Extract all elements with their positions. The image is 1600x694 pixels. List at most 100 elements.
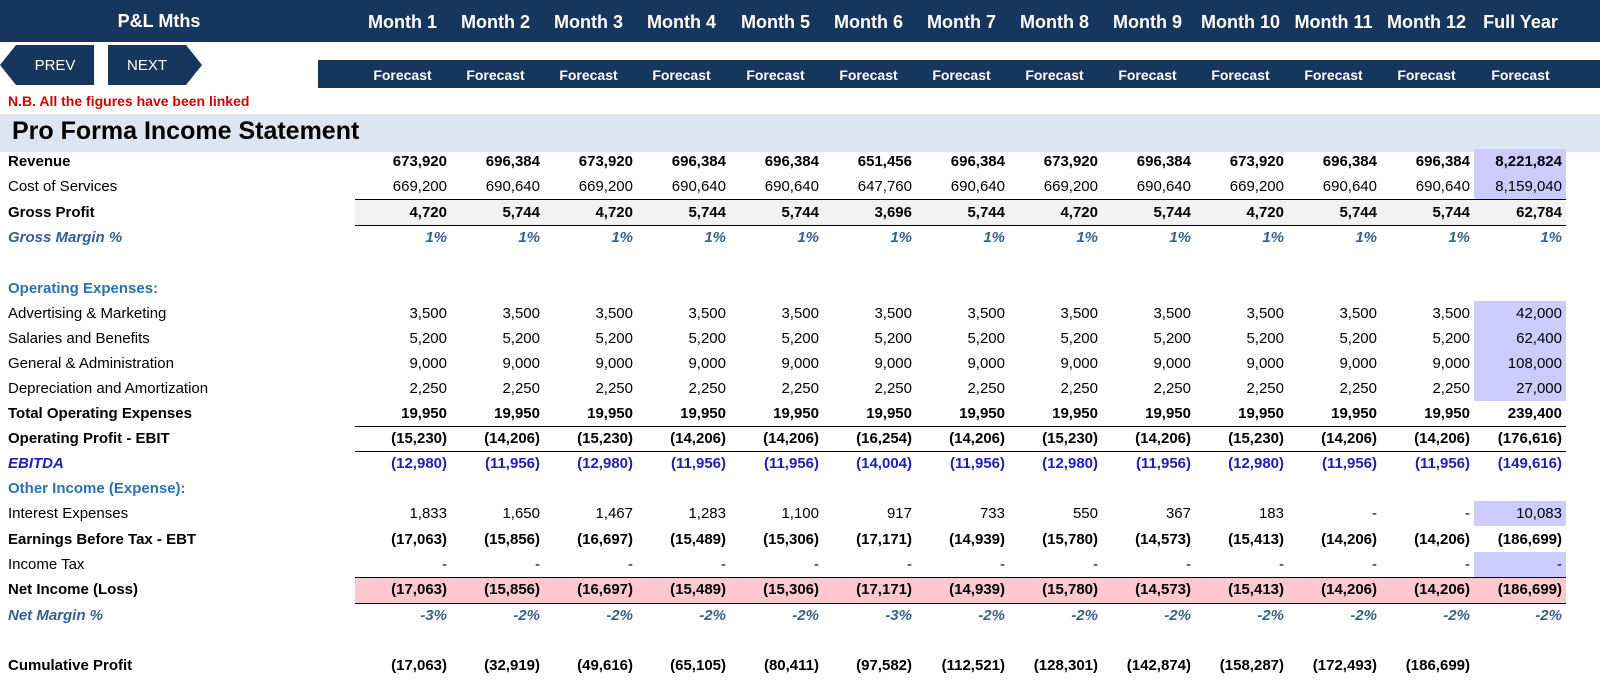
- month-cell[interactable]: (11,956): [1414, 455, 1470, 472]
- month-cell[interactable]: 2,250: [874, 380, 912, 397]
- full-year-cell[interactable]: -: [1557, 556, 1562, 573]
- month-cell[interactable]: (80,411): [763, 657, 819, 674]
- month-cell[interactable]: (14,206): [1414, 531, 1470, 548]
- month-cell[interactable]: (14,206): [949, 430, 1005, 447]
- month-cell[interactable]: (14,206): [484, 430, 540, 447]
- month-cell[interactable]: (15,413): [1228, 581, 1284, 598]
- month-cell[interactable]: 696,384: [1136, 153, 1191, 170]
- month-cell[interactable]: 3,500: [1432, 305, 1470, 322]
- month-cell[interactable]: 2,250: [595, 380, 633, 397]
- month-cell[interactable]: 733: [979, 505, 1005, 522]
- month-cell[interactable]: 4,720: [595, 204, 633, 221]
- month-cell[interactable]: 690,640: [671, 178, 726, 195]
- month-cell[interactable]: 1%: [983, 229, 1005, 246]
- month-cell[interactable]: (11,956): [763, 455, 819, 472]
- month-cell[interactable]: -2%: [1443, 607, 1470, 624]
- month-cell[interactable]: 4,720: [409, 204, 447, 221]
- month-cell[interactable]: (14,939): [949, 531, 1005, 548]
- month-cell[interactable]: -2%: [1257, 607, 1284, 624]
- month-cell[interactable]: 5,200: [967, 330, 1005, 347]
- month-cell[interactable]: 9,000: [1432, 355, 1470, 372]
- month-cell[interactable]: 690,640: [1415, 178, 1470, 195]
- month-cell[interactable]: -: [1000, 556, 1005, 573]
- month-cell[interactable]: 2,250: [1432, 380, 1470, 397]
- month-cell[interactable]: -: [1465, 505, 1470, 522]
- full-year-cell[interactable]: (149,616): [1497, 455, 1562, 472]
- month-cell[interactable]: 3,500: [688, 305, 726, 322]
- month-cell[interactable]: 3,500: [1339, 305, 1377, 322]
- month-cell[interactable]: 9,000: [874, 355, 912, 372]
- month-cell[interactable]: (15,306): [763, 531, 819, 548]
- month-cell[interactable]: 19,950: [959, 405, 1005, 422]
- month-cell[interactable]: (15,780): [1042, 581, 1098, 598]
- month-cell[interactable]: -: [1465, 556, 1470, 573]
- month-cell[interactable]: 9,000: [1060, 355, 1098, 372]
- month-cell[interactable]: (49,616): [577, 657, 633, 674]
- month-cell[interactable]: -2%: [513, 607, 540, 624]
- month-cell[interactable]: 651,456: [857, 153, 912, 170]
- month-cell[interactable]: -2%: [606, 607, 633, 624]
- month-cell[interactable]: 5,744: [781, 204, 819, 221]
- month-cell[interactable]: 5,200: [874, 330, 912, 347]
- month-cell[interactable]: (15,489): [670, 581, 726, 598]
- month-cell[interactable]: 690,640: [950, 178, 1005, 195]
- month-cell[interactable]: 550: [1072, 505, 1098, 522]
- month-cell[interactable]: (16,697): [577, 531, 633, 548]
- month-cell[interactable]: (14,939): [949, 581, 1005, 598]
- month-cell[interactable]: 1%: [797, 229, 819, 246]
- month-cell[interactable]: 5,200: [1246, 330, 1284, 347]
- month-cell[interactable]: 1,467: [595, 505, 633, 522]
- month-cell[interactable]: 9,000: [409, 355, 447, 372]
- month-cell[interactable]: (12,980): [577, 455, 633, 472]
- month-cell[interactable]: 669,200: [1043, 178, 1098, 195]
- month-cell[interactable]: 696,384: [950, 153, 1005, 170]
- month-cell[interactable]: 690,640: [1322, 178, 1377, 195]
- month-cell[interactable]: (14,206): [1321, 581, 1377, 598]
- month-cell[interactable]: 5,200: [1153, 330, 1191, 347]
- month-cell[interactable]: 5,744: [1339, 204, 1377, 221]
- month-cell[interactable]: 19,950: [1424, 405, 1470, 422]
- month-cell[interactable]: 3,500: [1246, 305, 1284, 322]
- month-cell[interactable]: (11,956): [484, 455, 540, 472]
- month-cell[interactable]: 2,250: [781, 380, 819, 397]
- month-cell[interactable]: 5,200: [688, 330, 726, 347]
- month-cell[interactable]: 9,000: [781, 355, 819, 372]
- full-year-cell[interactable]: (186,699): [1497, 581, 1562, 598]
- month-cell[interactable]: 917: [886, 505, 912, 522]
- month-cell[interactable]: 3,500: [595, 305, 633, 322]
- month-cell[interactable]: 3,500: [1153, 305, 1191, 322]
- month-cell[interactable]: (14,206): [1321, 430, 1377, 447]
- month-cell[interactable]: (158,287): [1219, 657, 1284, 674]
- month-cell[interactable]: -: [1372, 505, 1377, 522]
- month-cell[interactable]: 669,200: [578, 178, 633, 195]
- month-cell[interactable]: 3,500: [1060, 305, 1098, 322]
- month-cell[interactable]: 2,250: [688, 380, 726, 397]
- month-cell[interactable]: (12,980): [1042, 455, 1098, 472]
- month-cell[interactable]: 2,250: [409, 380, 447, 397]
- month-cell[interactable]: (15,230): [1228, 430, 1284, 447]
- month-cell[interactable]: 3,500: [967, 305, 1005, 322]
- month-cell[interactable]: 5,744: [688, 204, 726, 221]
- month-cell[interactable]: (14,206): [763, 430, 819, 447]
- month-cell[interactable]: 696,384: [764, 153, 819, 170]
- month-cell[interactable]: (32,919): [484, 657, 540, 674]
- month-cell[interactable]: 1%: [704, 229, 726, 246]
- month-cell[interactable]: 5,744: [967, 204, 1005, 221]
- month-cell[interactable]: 5,200: [409, 330, 447, 347]
- month-cell[interactable]: (11,956): [949, 455, 1005, 472]
- full-year-cell[interactable]: [1472, 653, 1562, 678]
- month-cell[interactable]: (15,306): [763, 581, 819, 598]
- month-cell[interactable]: 19,950: [1052, 405, 1098, 422]
- month-cell[interactable]: 19,950: [587, 405, 633, 422]
- month-cell[interactable]: -3%: [420, 607, 447, 624]
- month-cell[interactable]: 673,920: [1229, 153, 1284, 170]
- month-cell[interactable]: 1,650: [502, 505, 540, 522]
- month-cell[interactable]: 696,384: [671, 153, 726, 170]
- full-year-cell[interactable]: 1%: [1540, 229, 1562, 246]
- month-cell[interactable]: 183: [1258, 505, 1284, 522]
- month-cell[interactable]: 5,200: [1060, 330, 1098, 347]
- month-cell[interactable]: (186,699): [1405, 657, 1470, 674]
- month-cell[interactable]: -2%: [1164, 607, 1191, 624]
- month-cell[interactable]: 19,950: [1331, 405, 1377, 422]
- month-cell[interactable]: 5,200: [1432, 330, 1470, 347]
